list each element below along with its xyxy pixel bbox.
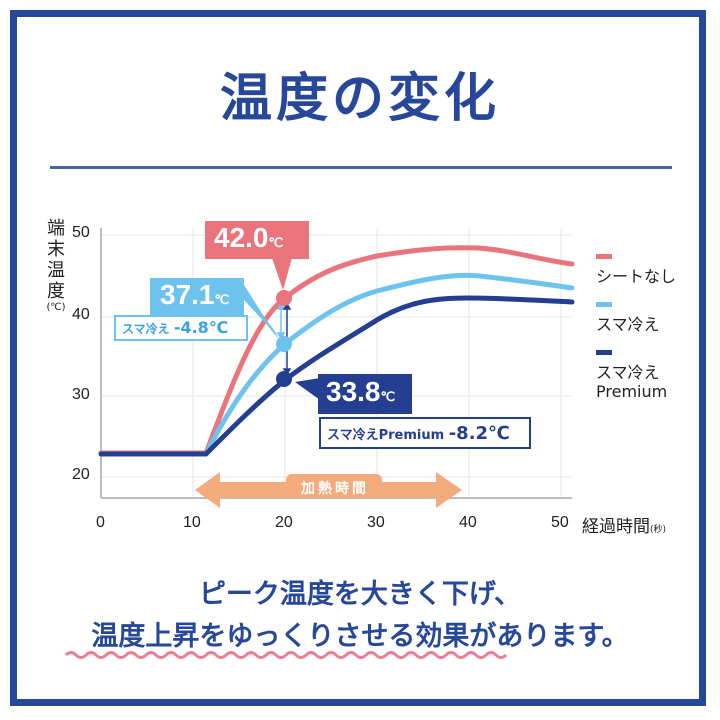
legend-label: スマ冷え [596, 363, 660, 382]
wavy-underline [64, 651, 508, 659]
x-tick-0: 0 [96, 514, 105, 531]
x-tick-40: 40 [459, 514, 477, 531]
legend-label: Premium [596, 382, 668, 401]
y-tick-30: 30 [72, 386, 90, 403]
callout-unit: ℃ [268, 235, 284, 250]
legend-label: スマ冷え [596, 315, 660, 334]
callout-premium: 33.8℃ [326, 376, 395, 408]
point-no-sheet-20s [276, 290, 292, 306]
callout-unit: ℃ [380, 389, 396, 404]
legend-swatch-sumahie [596, 302, 612, 307]
x-axis-label: 経過時間(秒) [582, 512, 666, 537]
legend-label: シートなし [596, 267, 677, 286]
y-axis-unit: (℃) [46, 302, 66, 313]
callout-value: 37.1 [160, 279, 215, 310]
callout-value: 42.0 [214, 222, 269, 253]
diff-arrow-sumahie [276, 302, 286, 340]
point-premium-20s [276, 371, 292, 387]
heating-time-arrow [195, 472, 462, 508]
title-divider [50, 166, 672, 169]
x-tick-30: 30 [367, 514, 385, 531]
chart-legend: シートなし スマ冷え スマ冷え Premium [596, 254, 706, 417]
message-line-1: ピーク温度を大きく下げ、 [198, 579, 522, 610]
chart-grid [101, 228, 572, 498]
series-line-no-sheet [98, 245, 575, 456]
callout-sumahie: 37.1℃ [160, 279, 229, 311]
legend-swatch-no-sheet [596, 254, 612, 259]
diff-label: スマ冷えPremium [327, 428, 449, 443]
diff-value: -4.8℃ [173, 318, 229, 337]
callout-no-sheet-box [205, 221, 309, 290]
y-axis-label: 端 末 温 度 (℃) [44, 218, 68, 314]
legend-swatch-premium [596, 350, 612, 355]
y-axis-label-char: 度 [47, 281, 65, 302]
y-axis-label-char: 末 [47, 239, 65, 260]
message-line-2: 温度上昇をゆっくりさせる効果があります。 [91, 621, 629, 652]
x-axis-unit: (秒) [650, 525, 667, 535]
callout-value: 33.8 [326, 376, 381, 407]
diff-label: スマ冷え [122, 322, 174, 336]
point-sumahie-20s [276, 336, 292, 352]
y-tick-40: 40 [72, 306, 90, 323]
page-title: 温度の変化 [219, 69, 500, 129]
legend-item-premium: スマ冷え Premium [596, 350, 706, 401]
x-axis-label-text: 経過時間 [582, 517, 650, 537]
legend-item-no-sheet: シートなし [596, 254, 706, 286]
page-frame [10, 10, 706, 706]
y-tick-20: 20 [72, 466, 90, 483]
diff-value: -8.2℃ [448, 423, 510, 444]
x-tick-20: 20 [275, 514, 293, 531]
callout-no-sheet: 42.0℃ [214, 222, 283, 254]
y-axis-label-char: 端 [47, 218, 65, 239]
series-line-premium [98, 295, 575, 457]
x-tick-50: 50 [551, 514, 569, 531]
callout-sumahie-diff: スマ冷え -4.8℃ [116, 317, 246, 339]
callout-unit: ℃ [214, 292, 230, 307]
y-tick-50: 50 [72, 224, 90, 241]
x-tick-10: 10 [183, 514, 201, 531]
series-line-sumahie [98, 272, 575, 457]
callout-premium-diff: スマ冷えPremium -8.2℃ [321, 419, 529, 447]
y-axis-label-char: 温 [47, 260, 65, 281]
legend-item-sumahie: スマ冷え [596, 302, 706, 334]
heating-time-label: 加熱時間 [301, 481, 369, 497]
